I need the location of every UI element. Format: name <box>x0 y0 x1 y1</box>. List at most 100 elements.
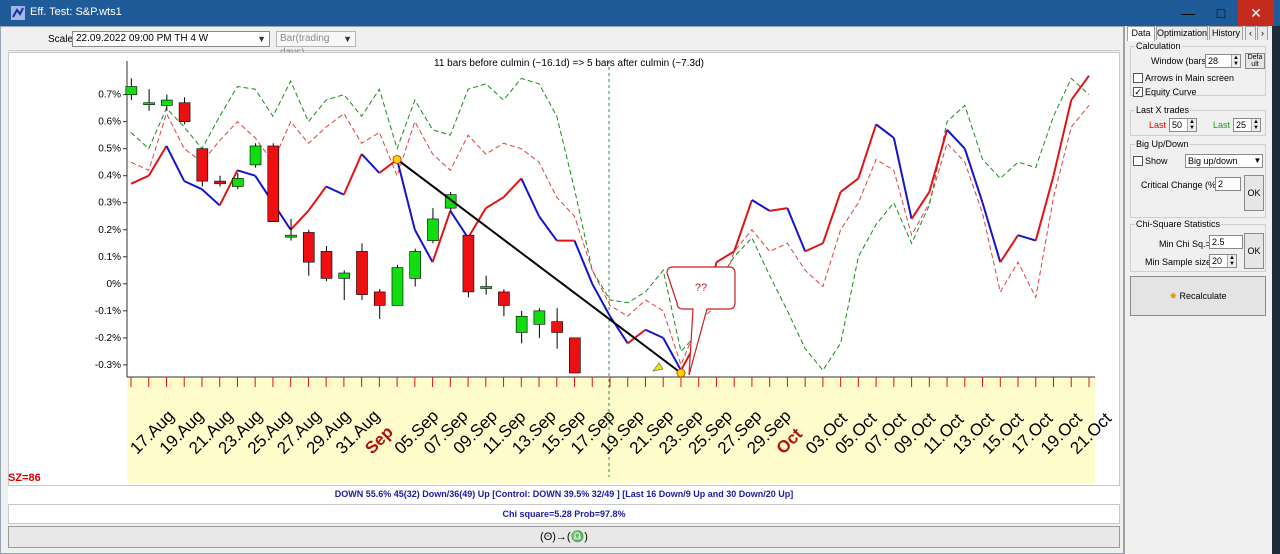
candle-body <box>267 145 280 222</box>
close-button[interactable]: ✕ <box>1238 0 1274 26</box>
main-line-segment <box>591 283 611 317</box>
critical-change-input[interactable]: 2 <box>1215 177 1241 191</box>
main-line-segment <box>733 199 753 252</box>
tab-history[interactable]: History <box>1209 26 1243 40</box>
maximize-button[interactable]: □ <box>1216 5 1226 21</box>
chi-square-title: Chi-Square Statistics <box>1135 219 1222 229</box>
calculation-title: Calculation <box>1135 41 1182 51</box>
main-line-segment <box>946 129 966 150</box>
main-line-segment <box>981 202 1002 263</box>
candle-body <box>515 315 528 333</box>
last-trades-title: Last X trades <box>1135 105 1191 115</box>
y-tick-label: 0.2% <box>98 225 121 236</box>
equity-checkbox[interactable]: ✓ <box>1133 87 1143 97</box>
y-tick-label: 0.3% <box>98 198 121 209</box>
stepper-arrows-icon[interactable]: ▲ ▼ <box>1251 119 1260 131</box>
tab-data[interactable]: Data <box>1127 26 1155 41</box>
recalculate-button[interactable]: ✸ Recalculate <box>1130 276 1266 316</box>
sz-label: SZ=86 <box>8 472 41 484</box>
culmination-high-marker <box>392 154 402 164</box>
main-line-segment <box>875 123 895 139</box>
main-line-segment <box>963 148 984 204</box>
min-chi-input[interactable]: 2.5 <box>1209 235 1243 249</box>
chi-ok-button[interactable]: OK <box>1244 233 1264 269</box>
min-sample-value: 20 <box>1212 256 1223 266</box>
calculation-group: Calculation Window (bars) 28 ▲ ▼ Defa ult … <box>1130 41 1266 97</box>
arrows-label: Arrows in Main screen <box>1145 73 1235 83</box>
chart-subtitle: 11 bars before culmin (~16.1d) => 5 bars… <box>434 58 704 69</box>
equity-label: Equity Curve <box>1145 87 1197 97</box>
candle-body <box>373 291 386 306</box>
chevron-down-icon: ▼ <box>343 34 352 44</box>
stats-line: DOWN 55.6% 45(32) Down/36(49) Up [Contro… <box>8 486 1120 504</box>
critical-change-label: Critical Change (%) <box>1141 180 1220 190</box>
tab-scroll-left-icon[interactable]: ‹ <box>1245 26 1256 40</box>
main-line-segment <box>396 159 416 231</box>
y-tick-label: -0.2% <box>95 333 121 344</box>
main-line-segment <box>183 180 203 191</box>
forecast-button[interactable]: (ʘ)→(♎) <box>8 526 1120 548</box>
candle-body <box>161 99 173 106</box>
last-trades-group: Last X trades Last 50 ▲ ▼ Last 25 ▲ ▼ <box>1130 105 1266 136</box>
main-line-segment <box>431 210 452 263</box>
last-green-label: Last <box>1213 120 1231 130</box>
window-title: Eff. Test: S&P.wts1 <box>30 6 122 18</box>
critical-ok-button[interactable]: OK <box>1244 175 1264 211</box>
window-value: 28 <box>1208 56 1219 66</box>
tab-scroll-right-icon[interactable]: › <box>1257 26 1268 40</box>
main-line-segment <box>538 215 558 242</box>
pointer-icon <box>652 362 664 372</box>
arrows-checkbox[interactable] <box>1133 73 1143 83</box>
candle-body <box>356 251 368 295</box>
last-red-stepper[interactable]: 50 ▲ ▼ <box>1169 118 1197 132</box>
default-button[interactable]: Defa ult <box>1245 53 1265 69</box>
last-red-label: Last <box>1149 120 1167 130</box>
main-line-segment <box>1070 75 1090 101</box>
y-tick-label: 0.5% <box>98 144 121 155</box>
candle-body <box>302 232 315 263</box>
candle-body <box>569 337 581 374</box>
show-label: Show <box>1145 156 1168 166</box>
main-line-segment <box>502 177 523 199</box>
stepper-arrows-icon[interactable]: ▲ ▼ <box>1227 255 1236 267</box>
main-line-segment <box>786 207 807 252</box>
stepper-arrows-icon[interactable]: ▲ ▼ <box>1187 119 1196 131</box>
candle-body <box>462 234 475 293</box>
chevron-down-icon: ▼ <box>1253 156 1262 165</box>
last-green-stepper[interactable]: 25 ▲ ▼ <box>1233 118 1261 132</box>
main-line-segment <box>821 191 842 244</box>
show-checkbox[interactable] <box>1133 156 1143 166</box>
big-mode-value: Big up/down <box>1188 156 1238 166</box>
minimize-button[interactable]: — <box>1170 0 1206 26</box>
main-line-segment <box>165 145 186 182</box>
y-tick-label: 0.7% <box>98 90 121 101</box>
candle-body <box>125 86 138 95</box>
main-line-segment <box>1017 234 1037 242</box>
candle-body <box>196 148 209 182</box>
main-line-segment <box>769 207 788 212</box>
main-line-segment <box>1052 99 1073 176</box>
bar-mode-select[interactable]: Bar(trading days)▼ <box>276 31 356 58</box>
scale-label: Scale <box>48 34 74 45</box>
chart-svg[interactable]: 0.7% 0.6% 0.5% 0.4% 0.3% 0.2% 0.1% 0% -0.1% -0.2%… <box>9 53 1119 485</box>
annotation-text: ?? <box>695 282 707 294</box>
candle-body <box>143 102 155 106</box>
main-line-segment <box>928 129 949 193</box>
min-sample-label: Min Sample size= <box>1145 257 1217 267</box>
stepper-arrows-icon[interactable]: ▲ ▼ <box>1231 55 1240 67</box>
chart-area[interactable]: 0.7% 0.6% 0.5% 0.4% 0.3% 0.2% 0.1% 0% -0.1% -0.2%… <box>8 52 1120 486</box>
main-line-segment <box>1034 175 1055 241</box>
main-line-segment <box>449 210 469 239</box>
big-mode-select[interactable]: Big up/down ▼ <box>1185 154 1263 168</box>
min-sample-stepper[interactable]: 20 ▲ ▼ <box>1209 254 1237 268</box>
culmination-low-marker <box>676 368 686 378</box>
x-axis-band <box>127 377 1095 483</box>
y-tick-label: 0.4% <box>98 171 121 182</box>
y-tick-label: -0.1% <box>95 306 121 317</box>
main-line-segment <box>485 196 505 209</box>
window-stepper[interactable]: 28 ▲ ▼ <box>1205 54 1241 68</box>
scale-date-select[interactable]: 22.09.2022 09:00 PM TH 4 W ▼ <box>72 31 270 47</box>
series-green-dashed <box>130 77 1090 372</box>
annotation-callout <box>666 266 736 376</box>
tab-optimization[interactable]: Optimization <box>1156 26 1208 40</box>
